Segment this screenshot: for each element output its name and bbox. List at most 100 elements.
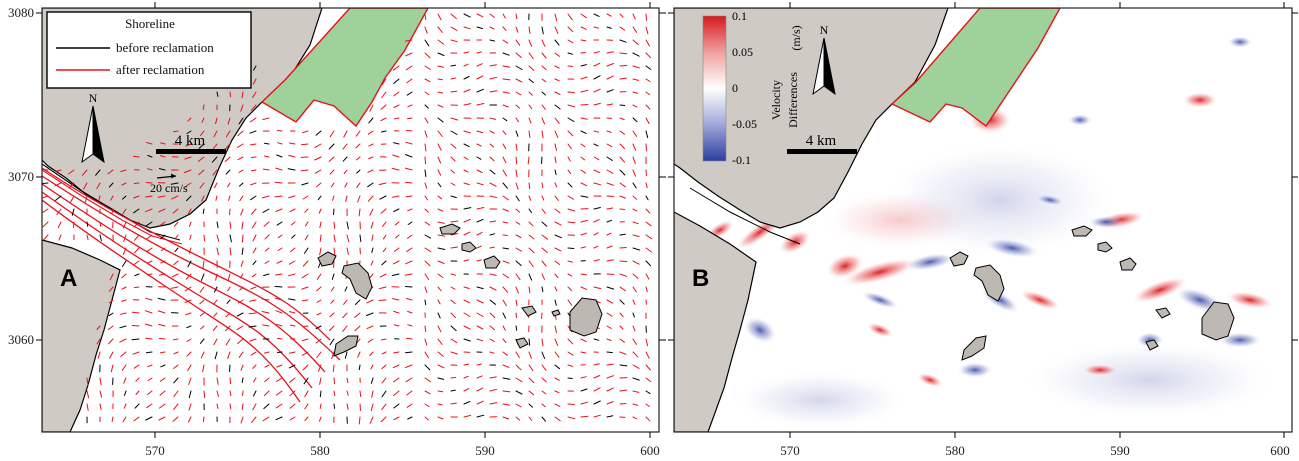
velocity-vector: [160, 155, 166, 158]
velocity-vector: [215, 117, 218, 125]
velocity-vector: [145, 337, 153, 340]
velocity-vector: [225, 169, 231, 175]
velocity-vector: [645, 65, 652, 70]
velocity-vector: [515, 39, 521, 46]
velocity-vector: [450, 220, 459, 223]
velocity-vector: [528, 273, 533, 281]
velocity-vector: [333, 247, 336, 256]
velocity-vector: [463, 363, 470, 366]
velocity-vector: [185, 143, 192, 147]
velocity-vector: [424, 260, 431, 267]
velocity-vector: [97, 351, 101, 359]
velocity-vector: [42, 208, 49, 214]
velocity-vector: [392, 377, 400, 383]
velocity-vector: [515, 208, 520, 213]
velocity-vector: [188, 247, 192, 254]
velocity-vector: [437, 416, 444, 420]
island: [1201, 301, 1235, 341]
velocity-vector: [202, 416, 205, 423]
velocity-vector: [355, 143, 361, 149]
velocity-vector: [319, 416, 322, 422]
velocity-vector: [489, 388, 498, 392]
velocity-vector: [264, 377, 270, 383]
velocity-vector: [265, 247, 270, 252]
velocity-vector: [593, 75, 601, 80]
velocity-vector: [632, 221, 639, 225]
velocity-vector: [619, 286, 626, 292]
velocity-vector: [122, 208, 127, 215]
velocity-vector: [354, 312, 361, 318]
velocity-vector: [147, 155, 153, 158]
velocity-vector: [463, 143, 470, 148]
island: [973, 264, 1005, 302]
velocity-vector: [407, 208, 413, 212]
velocity-vector: [342, 325, 348, 332]
velocity-vector: [489, 76, 498, 80]
velocity-vector: [424, 182, 428, 189]
velocity-vector: [593, 88, 601, 93]
velocity-vector: [528, 39, 533, 47]
velocity-vector: [541, 78, 547, 83]
velocity-vector: [122, 195, 127, 200]
panel-a-islands: [317, 223, 603, 357]
velocity-vector: [392, 260, 400, 265]
velocity-vector: [645, 182, 648, 189]
velocity-vector: [119, 325, 127, 329]
velocity-vector: [645, 416, 651, 422]
velocity-vector: [146, 234, 153, 240]
velocity-vector: [42, 182, 49, 184]
velocity-vector: [528, 364, 534, 372]
velocity-vector: [393, 104, 400, 108]
velocity-vector: [216, 91, 219, 97]
velocity-vector: [554, 299, 557, 306]
velocity-vector: [406, 78, 413, 84]
velocity-vector: [489, 26, 495, 30]
velocity-vector: [359, 234, 362, 242]
velocity-vector: [515, 377, 523, 383]
velocity-vector: [476, 26, 483, 29]
velocity-vector: [369, 208, 374, 216]
velocity-vector: [593, 363, 600, 366]
streamline: [42, 183, 326, 373]
velocity-vector: [541, 52, 547, 59]
velocity-vector: [329, 312, 335, 318]
velocity-vector: [346, 247, 349, 255]
velocity-vector: [134, 260, 140, 265]
velocity-vector: [554, 390, 560, 394]
panel-b-y-axis: [668, 12, 1298, 341]
velocity-vector: [554, 156, 557, 164]
island: [521, 305, 537, 317]
velocity-vector: [378, 182, 387, 186]
velocity-vector: [262, 117, 270, 121]
velocity-vector: [405, 260, 413, 265]
velocity-vector: [359, 390, 362, 397]
velocity-vector: [333, 390, 336, 397]
velocity-vector: [252, 260, 257, 265]
velocity-vector: [580, 182, 588, 187]
negative-difference-patch: [1036, 194, 1064, 206]
velocity-vector: [619, 351, 627, 355]
island: [1097, 241, 1113, 253]
velocity-vector: [303, 325, 309, 327]
velocity-vector: [463, 299, 471, 304]
velocity-vector: [229, 247, 232, 256]
velocity-vector: [288, 142, 296, 145]
velocity-vector: [228, 195, 231, 201]
velocity-vector: [437, 195, 443, 200]
panel-b-x-axis: 570 580 590 600: [780, 2, 1290, 458]
velocity-vector: [528, 195, 532, 201]
velocity-vector: [275, 167, 283, 171]
velocity-vector: [248, 325, 257, 328]
velocity-vector: [567, 39, 574, 44]
velocity-vector: [437, 91, 443, 94]
velocity-vector: [541, 273, 545, 280]
velocity-vector: [580, 117, 588, 120]
velocity-vector: [134, 273, 140, 277]
velocity-vector: [145, 208, 153, 213]
velocity-vector: [567, 260, 574, 263]
velocity-vector: [144, 310, 153, 314]
panel-b-islands: [949, 225, 1235, 361]
velocity-vector: [160, 234, 166, 240]
velocity-vector: [476, 88, 484, 93]
velocity-vector: [567, 364, 574, 367]
